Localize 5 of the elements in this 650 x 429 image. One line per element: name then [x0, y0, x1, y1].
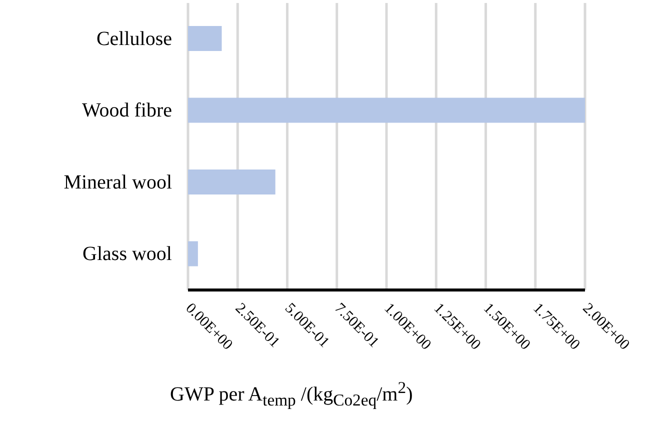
- y-tick-label: Mineral wool: [64, 171, 172, 194]
- y-tick-label: Wood fibre: [82, 100, 172, 122]
- y-tick-label: Cellulose: [96, 28, 172, 50]
- x-axis-title: GWP per A$_{temp}$ /(kg$_{Co2eq}$/m$^{2}$): [170, 378, 413, 411]
- y-tick-label: Glass wool: [82, 243, 172, 266]
